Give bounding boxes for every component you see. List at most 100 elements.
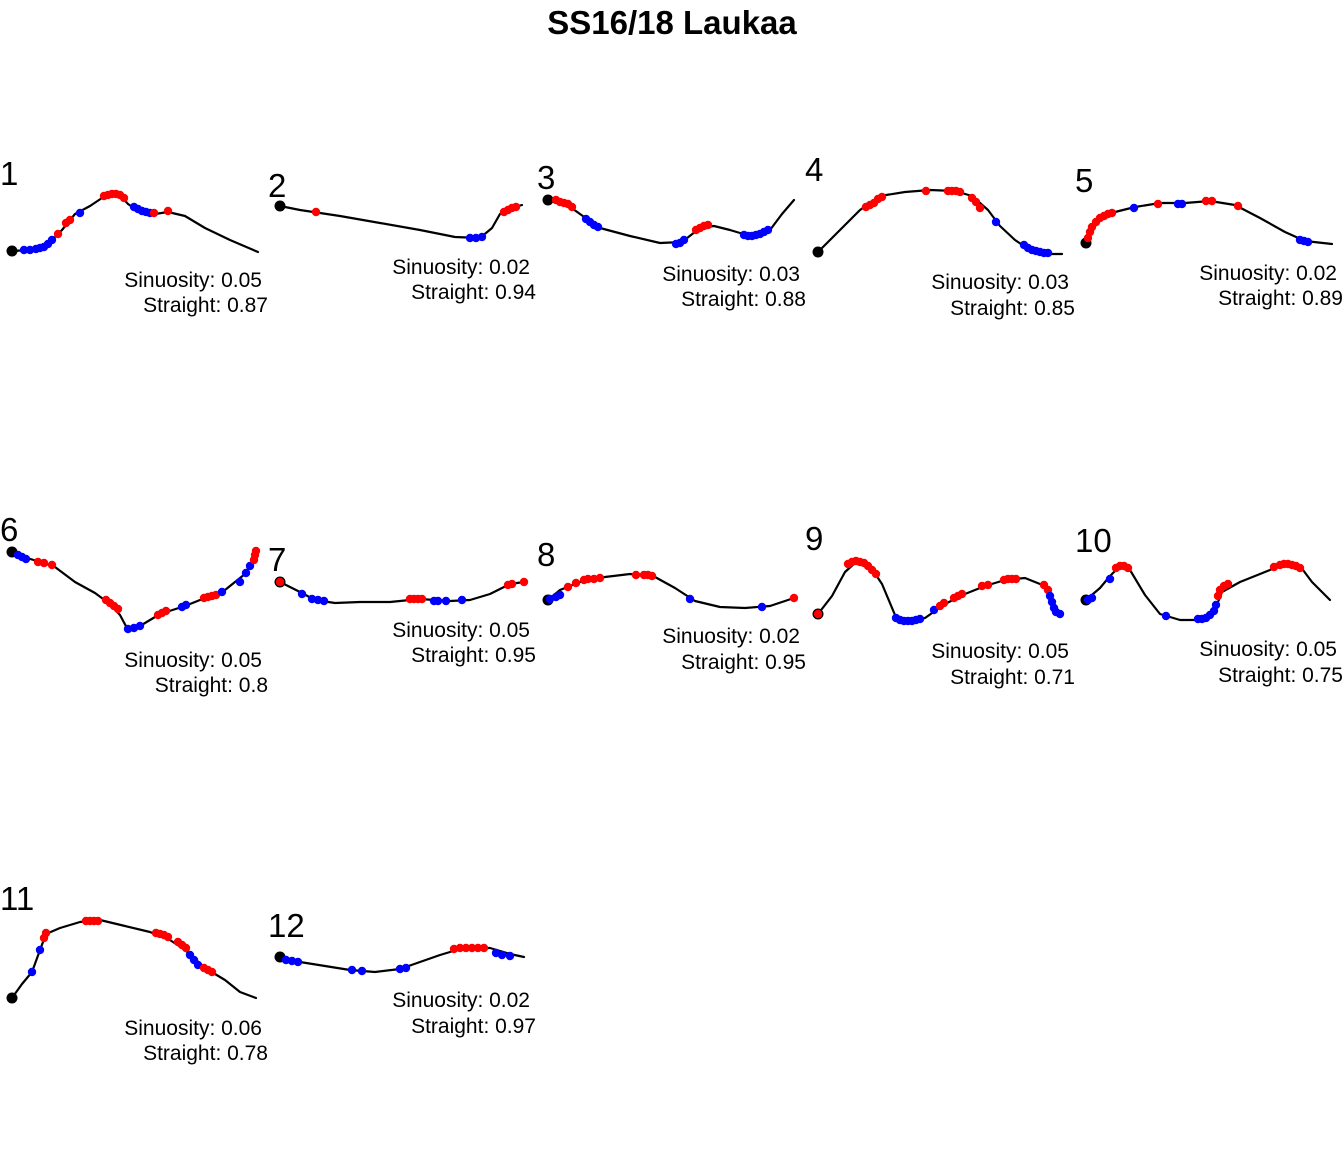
red-point	[181, 943, 191, 953]
red-point	[955, 187, 965, 197]
straight-label: Straight: 0.89	[1218, 287, 1343, 310]
blue-point	[293, 957, 303, 967]
red-point	[163, 206, 173, 216]
panel-number: 4	[805, 151, 823, 188]
straight-label: Straight: 0.78	[143, 1042, 268, 1065]
red-point	[571, 578, 581, 588]
red-point	[595, 573, 605, 583]
blue-point	[47, 235, 57, 245]
trajectory-panel-4: 4 Sinuosity: 0.03 Straight: 0.85	[805, 151, 1075, 320]
blue-point	[235, 577, 245, 587]
trajectory-panel-10: 10 Sinuosity: 0.05 Straight: 0.75	[1075, 522, 1343, 687]
red-point	[461, 943, 471, 953]
trajectory-panel-12: 12 Sinuosity: 0.02 Straight: 0.97	[268, 907, 536, 1038]
red-point	[971, 197, 981, 207]
red-point	[1207, 196, 1217, 206]
sinuosity-label: Sinuosity: 0.05	[124, 269, 262, 292]
red-point	[113, 604, 123, 614]
red-point	[563, 582, 573, 592]
trajectory-line	[816, 560, 1062, 623]
red-point	[1233, 201, 1243, 211]
panel-number: 11	[0, 880, 34, 917]
red-point	[161, 606, 171, 616]
red-point	[507, 579, 517, 589]
straight-label: Straight: 0.94	[411, 281, 536, 304]
blue-point	[685, 594, 695, 604]
red-point	[455, 943, 465, 953]
red-point	[983, 580, 993, 590]
red-point	[119, 193, 129, 203]
panel-number: 6	[0, 511, 18, 548]
blue-point	[245, 561, 255, 571]
blue-point	[593, 222, 603, 232]
trajectory-panel-9: 9 Sinuosity: 0.05 Straight: 0.71	[805, 520, 1075, 689]
blue-point	[27, 967, 37, 977]
sinuosity-label: Sinuosity: 0.06	[124, 1017, 262, 1040]
blue-point	[181, 600, 191, 610]
blue-point	[1129, 203, 1139, 213]
blue-point	[241, 568, 251, 578]
blue-point	[1087, 593, 1097, 603]
panel-number: 10	[1075, 522, 1112, 559]
blue-point	[1211, 600, 1221, 610]
red-point	[703, 220, 713, 230]
panel-number: 1	[0, 155, 18, 192]
red-point	[1011, 574, 1021, 584]
red-point	[163, 932, 173, 942]
blue-point	[1161, 611, 1171, 621]
red-point	[1107, 208, 1117, 218]
sinuosity-label: Sinuosity: 0.05	[124, 649, 262, 672]
sinuosity-label: Sinuosity: 0.03	[931, 271, 1069, 294]
start-point	[6, 245, 18, 257]
sinuosity-label: Sinuosity: 0.05	[1199, 638, 1337, 661]
blue-point	[457, 595, 467, 605]
panel-number: 12	[268, 907, 305, 944]
straight-label: Straight: 0.87	[143, 294, 268, 317]
blue-point	[477, 232, 487, 242]
panel-number: 3	[537, 159, 555, 196]
blue-point	[1177, 199, 1187, 209]
red-point	[53, 229, 63, 239]
blue-point	[505, 951, 515, 961]
straight-label: Straight: 0.97	[411, 1015, 536, 1038]
start-point	[274, 200, 286, 212]
straight-label: Straight: 0.75	[1218, 664, 1343, 687]
blue-point	[763, 225, 773, 235]
sinuosity-label: Sinuosity: 0.03	[662, 263, 800, 286]
red-point	[1123, 563, 1133, 573]
blue-point	[679, 235, 689, 245]
trajectory-line	[1084, 199, 1334, 246]
red-point	[957, 589, 967, 599]
panel-number: 7	[268, 541, 286, 578]
red-point	[1223, 579, 1233, 589]
red-point	[1201, 196, 1211, 206]
blue-point	[465, 233, 475, 243]
panel-number: 2	[268, 167, 286, 204]
red-point	[47, 560, 57, 570]
red-point	[473, 943, 483, 953]
blue-point	[1303, 237, 1313, 247]
blue-point	[929, 605, 939, 615]
blue-point	[555, 590, 565, 600]
trajectory-line	[278, 946, 526, 974]
red-point	[39, 558, 49, 568]
blue-point	[319, 596, 329, 606]
blue-point	[915, 614, 925, 624]
blue-point	[1105, 574, 1115, 584]
sinuosity-label: Sinuosity: 0.02	[1199, 262, 1337, 285]
blue-point	[757, 602, 767, 612]
blue-point	[433, 596, 443, 606]
red-point	[275, 577, 285, 587]
straight-label: Straight: 0.95	[411, 644, 536, 667]
straight-label: Straight: 0.95	[681, 651, 806, 674]
red-point	[583, 574, 593, 584]
chart-title: SS16/18 Laukaa	[547, 4, 797, 41]
blue-point	[401, 963, 411, 973]
red-point	[511, 202, 521, 212]
blue-point	[21, 554, 31, 564]
